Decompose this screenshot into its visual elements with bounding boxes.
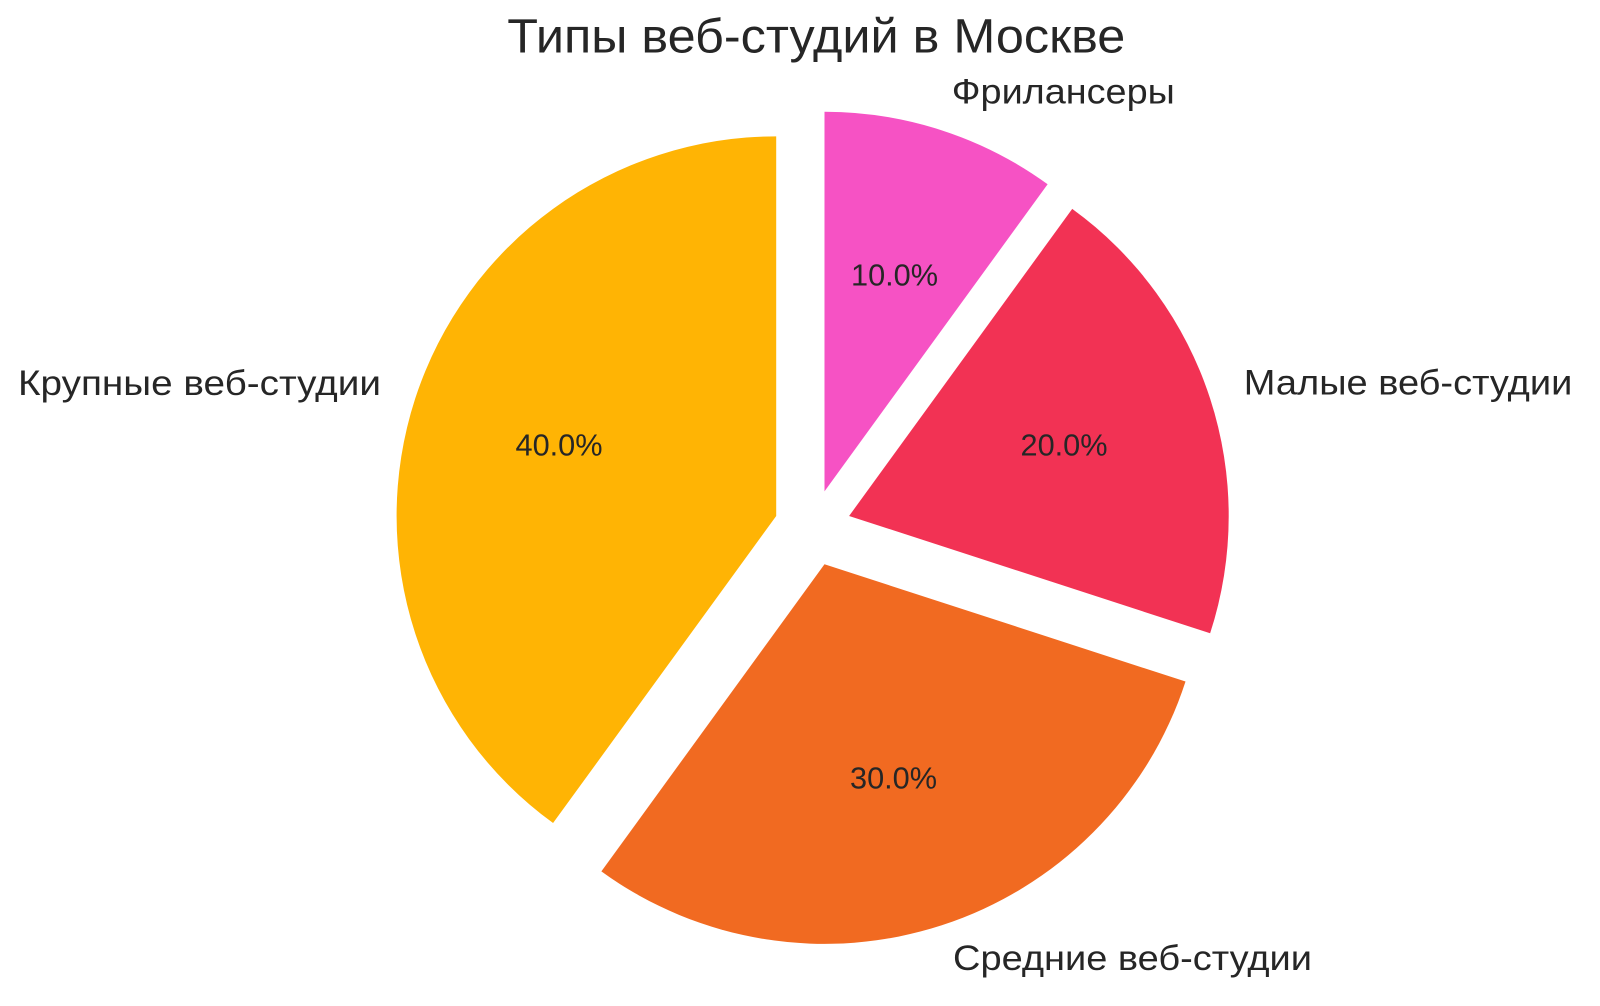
svg-text:Фрилансеры: Фрилансеры xyxy=(952,72,1175,111)
svg-text:Малые веб-студии: Малые веб-студии xyxy=(1244,364,1573,403)
svg-text:Средние веб-студии: Средние веб-студии xyxy=(953,939,1312,978)
svg-text:30.0%: 30.0% xyxy=(850,762,937,796)
svg-text:Крупные веб-студии: Крупные веб-студии xyxy=(18,364,381,403)
svg-text:10.0%: 10.0% xyxy=(851,259,938,293)
svg-text:40.0%: 40.0% xyxy=(516,429,603,463)
svg-text:20.0%: 20.0% xyxy=(1021,429,1108,463)
svg-text:Типы веб-студий в Москве: Типы веб-студий в Москве xyxy=(507,10,1125,64)
